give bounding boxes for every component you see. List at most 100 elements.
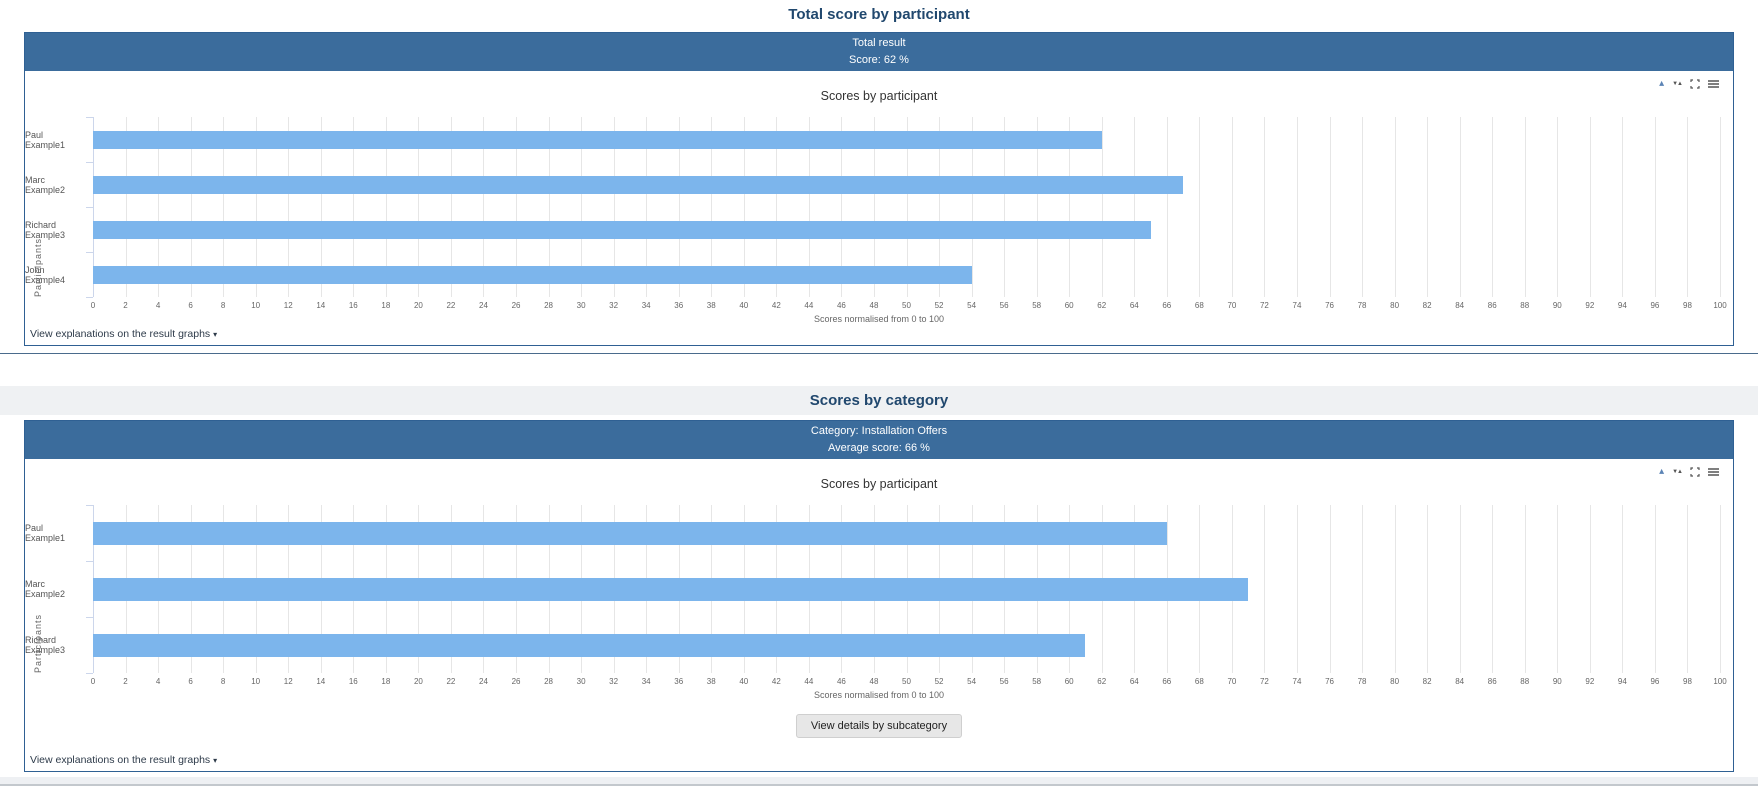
fullscreen-icon[interactable] (1690, 467, 1700, 477)
x-axis-title: Scores normalised from 0 to 100 (813, 690, 945, 700)
context-menu-icon[interactable] (1708, 467, 1719, 477)
x-tick-label: 66 (1162, 301, 1172, 310)
x-tick-label: 8 (220, 677, 226, 686)
chart-row (93, 561, 1720, 617)
x-tick-label: 58 (1032, 677, 1042, 686)
score-bar[interactable] (93, 130, 1102, 149)
gridline (873, 117, 875, 297)
x-tick-label: 30 (576, 677, 586, 686)
gridline (1459, 117, 1461, 297)
x-tick-label: 34 (641, 677, 651, 686)
x-tick-label: 18 (381, 677, 391, 686)
x-tick-label: 76 (1325, 301, 1334, 310)
x-tick-label: 50 (902, 677, 911, 686)
view-details-by-subcategory-button[interactable]: View details by subcategory (795, 714, 963, 738)
x-tick-label: 78 (1357, 677, 1367, 686)
total-result-card: Total result Score: 62 % ▴ ▼▲ Scores by … (24, 32, 1734, 346)
x-tick-label: 76 (1325, 677, 1334, 686)
view-explanations-link[interactable]: View explanations on the result graphs ▾ (25, 750, 217, 771)
x-tick-label: 84 (1455, 677, 1465, 686)
x-tick-label: 70 (1227, 677, 1237, 686)
x-tick-label: 48 (869, 301, 879, 310)
score-bar[interactable] (93, 265, 972, 284)
gridline (1296, 505, 1298, 673)
view-explanations-link[interactable]: View explanations on the result graphs ▾ (25, 324, 217, 345)
gridline (418, 117, 420, 297)
x-tick-label: 56 (999, 677, 1009, 686)
category-label: Paul Example1 (25, 523, 66, 543)
category-labels: Paul Example1 Marc Example2 Richard Exampl… (25, 117, 93, 297)
category-card: Category: Installation Offers Average sc… (24, 420, 1734, 772)
label-toggle-icon[interactable]: ▴ (1659, 466, 1665, 477)
x-tick-label: 36 (674, 677, 684, 686)
sort-icon[interactable]: ▼▲ (1672, 469, 1683, 475)
x-tick-label: 62 (1097, 301, 1107, 310)
x-tick-label: 46 (836, 301, 846, 310)
x-tick-label: 22 (446, 301, 456, 310)
category-tick (86, 505, 93, 506)
plot-area: Participants Paul Example1 Marc Example2 R… (25, 505, 1733, 674)
gridline (1296, 117, 1298, 297)
gridline (1394, 117, 1396, 297)
gridline (1394, 505, 1396, 673)
x-tick-label: 18 (381, 301, 391, 310)
score-bar[interactable] (93, 577, 1249, 601)
x-tick-label: 56 (999, 301, 1009, 310)
sort-icon[interactable]: ▼▲ (1672, 81, 1683, 87)
x-tick-label: 12 (283, 677, 293, 686)
x-tick-label: 72 (1259, 301, 1269, 310)
gridline (613, 117, 615, 297)
category-score-chart: ▴ ▼▲ Scores by participant Participants … (25, 459, 1733, 701)
x-tick-label: 0 (90, 677, 96, 686)
gridline (743, 117, 745, 297)
category-tick (86, 207, 93, 208)
x-tick-label: 32 (609, 677, 619, 686)
gridline (1166, 117, 1168, 297)
score-bar[interactable] (93, 521, 1167, 545)
gridline (1329, 505, 1331, 673)
x-tick-label: 88 (1520, 301, 1530, 310)
x-tick-label: 68 (1194, 301, 1204, 310)
x-tick-label: 50 (902, 301, 911, 310)
gridline (841, 117, 843, 297)
x-tick-label: 2 (123, 677, 128, 686)
x-tick-label: 94 (1617, 301, 1627, 310)
chart-toolbar: ▴ ▼▲ (1659, 79, 1719, 89)
x-tick-label: 24 (479, 677, 488, 686)
gridline (971, 117, 973, 297)
chart-row (93, 207, 1720, 252)
x-tick-label: 78 (1357, 301, 1367, 310)
x-tick-label: 82 (1422, 677, 1432, 686)
label-toggle-icon[interactable]: ▴ (1659, 78, 1665, 89)
gridline (1524, 117, 1526, 297)
x-axis-ticks: 0 2 4 6 8 10 12 14 16 18 20 22 24 26 28 30 32 34 36 38 40 42 4… (90, 677, 1727, 688)
score-bar[interactable] (93, 175, 1184, 194)
gridline (1036, 117, 1038, 297)
x-tick-label: 80 (1390, 301, 1400, 310)
gridline (1557, 505, 1559, 673)
score-bar[interactable] (93, 633, 1086, 657)
gridline (1134, 117, 1136, 297)
score-bar[interactable] (93, 220, 1151, 239)
x-tick-label: 22 (446, 677, 456, 686)
x-tick-label: 16 (348, 301, 358, 310)
x-tick-label: 26 (511, 677, 521, 686)
x-tick-label: 40 (739, 677, 749, 686)
x-tick-label: 70 (1227, 301, 1237, 310)
x-tick-label: 54 (967, 301, 977, 310)
gridline (906, 117, 908, 297)
details-button-row: View details by subcategory (25, 714, 1733, 738)
fullscreen-icon[interactable] (1690, 79, 1700, 89)
gridline (158, 117, 160, 297)
x-tick-label: 40 (739, 301, 749, 310)
x-tick-label: 60 (1064, 677, 1074, 686)
gridline (1199, 117, 1201, 297)
x-tick-label: 86 (1487, 301, 1497, 310)
x-tick-label: 10 (251, 301, 261, 310)
context-menu-icon[interactable] (1708, 79, 1719, 89)
category-tick (86, 561, 93, 562)
x-tick-label: 4 (155, 301, 161, 310)
gridline (1492, 505, 1494, 673)
gridline (1557, 117, 1559, 297)
gridline (1264, 505, 1266, 673)
